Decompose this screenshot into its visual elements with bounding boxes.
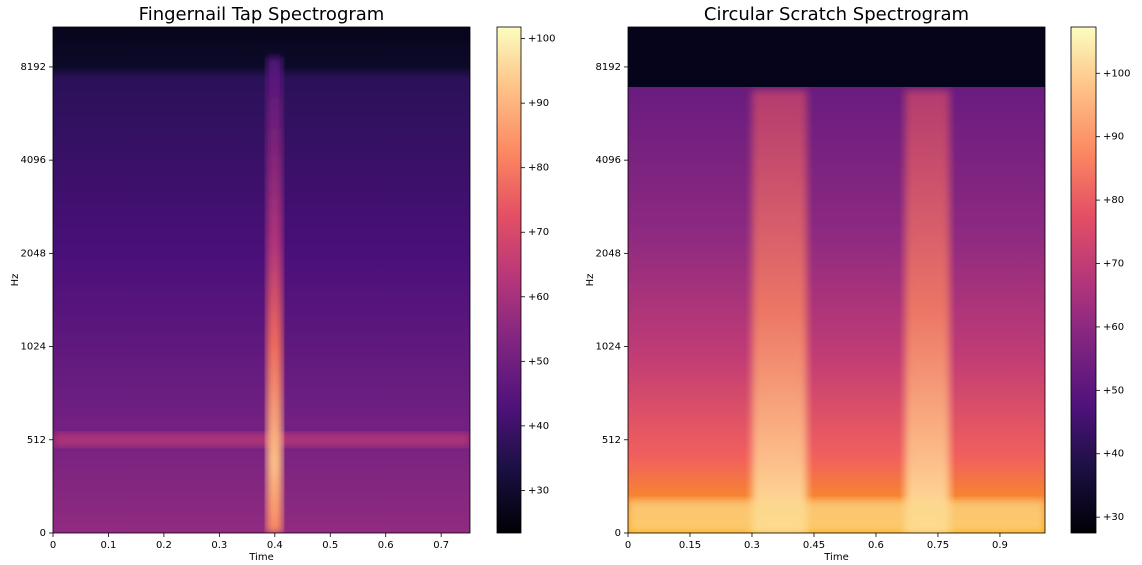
x-tick-label: 0 [625, 540, 631, 551]
x-tick-label: 0.5 [322, 540, 338, 551]
x-tick-label: 0.4 [267, 540, 283, 551]
colorbar-tick-label: +70 [1103, 259, 1124, 270]
colorbar-tick-label: +100 [528, 34, 555, 45]
x-tick-label: 0 [50, 540, 56, 551]
x-axis-label: Time [248, 552, 273, 563]
y-tick-label: 4096 [21, 155, 46, 166]
y-tick-label: 2048 [596, 248, 621, 259]
x-tick-label: 0.9 [992, 540, 1008, 551]
x-tick-label: 0.1 [100, 540, 116, 551]
chart-title: Fingernail Tap Spectrogram [139, 4, 385, 25]
colorbar-tick-label: +40 [1103, 449, 1124, 460]
colorbar-tick-label: +80 [528, 163, 549, 174]
y-tick-label: 4096 [596, 155, 621, 166]
colorbar-tick-label: +60 [1103, 322, 1124, 333]
colorbar-tick-label: +50 [528, 356, 549, 367]
x-tick-label: 0.45 [803, 540, 825, 551]
colorbar [496, 26, 522, 534]
x-tick-label: 0.2 [156, 540, 172, 551]
x-tick-label: 0.7 [433, 540, 449, 551]
x-axis-label: Time [823, 552, 848, 563]
x-tick-label: 0.6 [868, 540, 884, 551]
colorbar-tick-label: +80 [1103, 195, 1124, 206]
y-tick-label: 1024 [21, 342, 46, 353]
y-tick-label: 1024 [596, 342, 621, 353]
y-tick-label: 512 [602, 435, 621, 446]
colorbar-tick-label: +90 [528, 98, 549, 109]
colorbar-tick-label: +30 [1103, 512, 1124, 523]
colorbar-tick-label: +60 [528, 292, 549, 303]
spectrogram-band [53, 432, 470, 447]
spectrogram-band [628, 500, 1045, 533]
y-tick-label: 2048 [21, 248, 46, 259]
colorbar-tick-label: +90 [1103, 132, 1124, 143]
plot-area [53, 27, 470, 533]
spectrogram-band [266, 57, 283, 533]
y-tick-label: 0 [40, 528, 46, 539]
y-axis-label: Hz [585, 274, 596, 287]
y-tick-label: 8192 [21, 62, 46, 73]
colorbar-tick-label: +30 [528, 485, 549, 496]
y-tick-label: 0 [615, 528, 621, 539]
y-tick-label: 8192 [596, 62, 621, 73]
x-tick-label: 0.3 [744, 540, 760, 551]
x-tick-label: 0.6 [378, 540, 394, 551]
colorbar [1070, 26, 1097, 534]
spectrogram-image [53, 27, 470, 533]
chart-title: Circular Scratch Spectrogram [704, 4, 969, 25]
colorbar-tick-label: +70 [528, 227, 549, 238]
spectrogram-image [628, 27, 1045, 533]
axes-frame [627, 26, 1046, 534]
plot-area [628, 27, 1045, 533]
spectrogram-image [628, 27, 1045, 87]
spectrogram-band [751, 90, 807, 533]
colorbar-tick-label: +100 [1103, 68, 1130, 79]
x-tick-label: 0.15 [679, 540, 701, 551]
y-tick-label: 512 [27, 435, 46, 446]
axes-frame [52, 26, 471, 534]
x-tick-label: 0.3 [211, 540, 227, 551]
x-tick-label: 0.75 [927, 540, 949, 551]
colorbar-tick-label: +40 [528, 421, 549, 432]
y-axis-label: Hz [10, 274, 21, 287]
colorbar-tick-label: +50 [1103, 385, 1124, 396]
spectrogram-band [904, 90, 950, 533]
